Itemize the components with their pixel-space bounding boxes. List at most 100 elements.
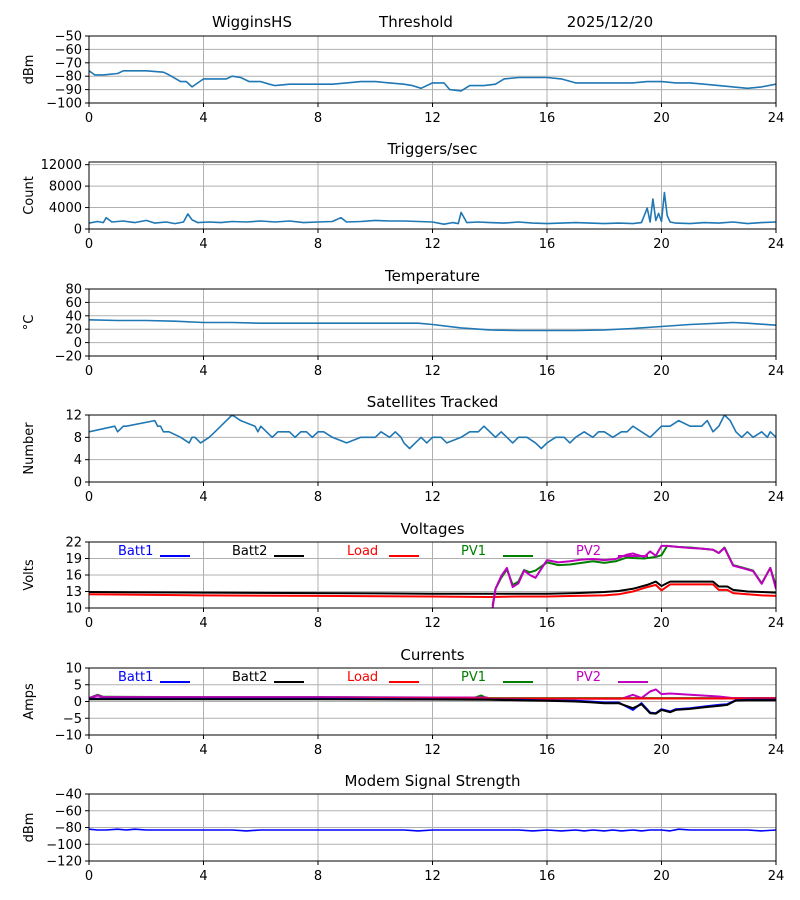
legend-label: PV1 (461, 670, 486, 685)
y-tick-label: 80 (65, 283, 82, 298)
x-tick-label: 8 (314, 490, 322, 505)
y-axis-label: Volts (22, 559, 37, 591)
y-tick-label: 8000 (49, 180, 82, 195)
chart-title: Voltages (400, 520, 464, 538)
y-tick-label: −10 (55, 729, 82, 744)
x-tick-label: 20 (653, 111, 670, 126)
x-tick-label: 12 (424, 111, 441, 126)
x-tick-label: 8 (314, 237, 322, 252)
series-line-satellites (89, 415, 776, 450)
chart-satellites: Satellites Tracked Number 0 4 8 12 16 20 24 0 4 8 12 (22, 393, 784, 505)
x-tick-label: 12 (424, 869, 441, 884)
series-line-load (89, 583, 776, 598)
x-tick-label: 0 (85, 869, 93, 884)
series-line-temperature (89, 319, 776, 332)
x-tick-label: 20 (653, 869, 670, 884)
y-axis-label: Count (22, 176, 37, 215)
x-tick-label: 12 (424, 616, 441, 631)
x-tick-label: 16 (539, 490, 556, 505)
y-tick-label: −60 (55, 43, 82, 58)
y-tick-label: −100 (46, 838, 82, 853)
y-tick-label: −100 (46, 97, 82, 112)
y-tick-label: −80 (55, 70, 82, 85)
y-tick-label: 10 (65, 602, 82, 617)
chart-modem: Modem Signal Strength dBm 0 4 8 12 16 20 24 −40−6… (22, 772, 784, 884)
x-tick-label: 4 (199, 364, 207, 379)
series-group (89, 191, 776, 225)
x-tick-label: 20 (653, 364, 670, 379)
series-line-signal (89, 70, 776, 92)
y-tick-label: 20 (65, 323, 82, 338)
y-axis-label: °C (22, 315, 37, 331)
chart-voltages: Voltages Volts Batt1 Batt2 Load PV1 PV2 0 4 8 12 16… (22, 520, 784, 631)
x-tick-label: 12 (424, 743, 441, 758)
y-tick-label: −70 (55, 56, 82, 71)
series-group (89, 415, 776, 450)
x-tick-label: 0 (85, 111, 93, 126)
x-tick-label: 0 (85, 237, 93, 252)
x-tick-label: 16 (539, 616, 556, 631)
x-tick-label: 0 (85, 616, 93, 631)
series-line-pv2 (89, 688, 776, 700)
y-tick-label: −90 (55, 83, 82, 98)
chart-signal: dBm 0 4 8 12 16 20 24 −50−60−70−80−90−100 (22, 30, 784, 127)
y-axis-label: dBm (22, 813, 37, 843)
x-tick-label: 16 (539, 869, 556, 884)
y-tick-label: 12000 (41, 158, 82, 173)
y-tick-label: 13 (65, 585, 82, 600)
y-tick-label: 12 (65, 409, 82, 424)
x-tick-label: 16 (539, 743, 556, 758)
x-tick-label: 4 (199, 869, 207, 884)
series-line-triggers (89, 191, 776, 225)
x-tick-label: 24 (768, 490, 785, 505)
series-line-pv2 (491, 544, 776, 608)
y-tick-label: 4 (74, 453, 82, 468)
x-tick-label: 8 (314, 616, 322, 631)
legend-label: Batt1 (118, 544, 153, 559)
x-tick-label: 12 (424, 490, 441, 505)
x-tick-label: 20 (653, 237, 670, 252)
x-tick-label: 24 (768, 364, 785, 379)
x-tick-label: 20 (653, 743, 670, 758)
chart-title: Satellites Tracked (367, 393, 498, 411)
x-tick-label: 24 (768, 111, 785, 126)
legend: Batt1 Batt2 Load PV1 PV2 (118, 544, 648, 559)
y-tick-label: 16 (65, 569, 82, 584)
series-group (89, 544, 776, 608)
x-tick-label: 4 (199, 743, 207, 758)
x-tick-label: 20 (653, 616, 670, 631)
y-tick-label: −5 (63, 712, 82, 727)
x-tick-label: 16 (539, 364, 556, 379)
legend-label: Load (347, 544, 378, 559)
report-date: 2025/12/20 (567, 13, 653, 31)
series-group (89, 319, 776, 332)
series-line-batt2 (89, 580, 776, 595)
chart-triggers: Triggers/sec Count 0 4 8 12 16 20 24 0 4000 8000 120… (22, 140, 784, 252)
chart-title: Triggers/sec (387, 140, 478, 158)
x-tick-label: 8 (314, 111, 322, 126)
y-tick-label: −20 (55, 350, 82, 365)
legend-label: PV2 (576, 670, 601, 685)
x-tick-label: 16 (539, 111, 556, 126)
x-tick-label: 24 (768, 237, 785, 252)
chart-title: Currents (400, 646, 464, 664)
series-line-modem (89, 828, 776, 832)
x-tick-label: 8 (314, 364, 322, 379)
mode-label: Threshold (378, 13, 453, 31)
legend-label: Batt2 (232, 670, 267, 685)
x-tick-label: 8 (314, 869, 322, 884)
x-tick-label: 12 (424, 237, 441, 252)
x-tick-label: 24 (768, 616, 785, 631)
y-tick-label: 0 (74, 476, 82, 491)
x-tick-label: 8 (314, 743, 322, 758)
y-tick-label: −50 (55, 30, 82, 45)
y-tick-label: 60 (65, 296, 82, 311)
chart-title: Modem Signal Strength (345, 772, 521, 790)
x-tick-label: 16 (539, 237, 556, 252)
y-axis-label: Amps (22, 683, 37, 720)
y-tick-label: 40 (65, 309, 82, 324)
legend-label: Load (347, 670, 378, 685)
y-tick-label: 5 (74, 678, 82, 693)
